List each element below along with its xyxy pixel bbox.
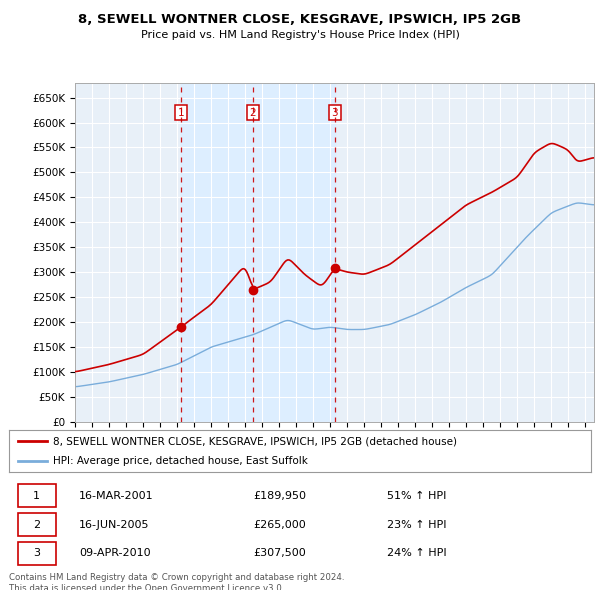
- Text: Contains HM Land Registry data © Crown copyright and database right 2024.
This d: Contains HM Land Registry data © Crown c…: [9, 573, 344, 590]
- FancyBboxPatch shape: [18, 484, 56, 507]
- Text: 16-MAR-2001: 16-MAR-2001: [79, 491, 154, 501]
- Text: 1: 1: [33, 491, 40, 501]
- Text: 3: 3: [33, 548, 40, 558]
- FancyBboxPatch shape: [18, 542, 56, 565]
- Bar: [181, 83, 335, 422]
- Text: £265,000: £265,000: [253, 520, 306, 529]
- Text: 2: 2: [33, 520, 40, 529]
- Text: 1: 1: [178, 107, 184, 117]
- Text: 24% ↑ HPI: 24% ↑ HPI: [388, 548, 447, 558]
- Text: 23% ↑ HPI: 23% ↑ HPI: [388, 520, 447, 529]
- Text: HPI: Average price, detached house, East Suffolk: HPI: Average price, detached house, East…: [53, 457, 308, 466]
- Text: 3: 3: [332, 107, 338, 117]
- Text: 09-APR-2010: 09-APR-2010: [79, 548, 151, 558]
- Text: 8, SEWELL WONTNER CLOSE, KESGRAVE, IPSWICH, IP5 2GB (detached house): 8, SEWELL WONTNER CLOSE, KESGRAVE, IPSWI…: [53, 437, 457, 447]
- Text: 8, SEWELL WONTNER CLOSE, KESGRAVE, IPSWICH, IP5 2GB: 8, SEWELL WONTNER CLOSE, KESGRAVE, IPSWI…: [79, 13, 521, 26]
- FancyBboxPatch shape: [18, 513, 56, 536]
- Text: 51% ↑ HPI: 51% ↑ HPI: [388, 491, 446, 501]
- Text: 16-JUN-2005: 16-JUN-2005: [79, 520, 149, 529]
- Text: £307,500: £307,500: [253, 548, 306, 558]
- Text: £189,950: £189,950: [253, 491, 307, 501]
- Text: Price paid vs. HM Land Registry's House Price Index (HPI): Price paid vs. HM Land Registry's House …: [140, 30, 460, 40]
- Text: 2: 2: [250, 107, 256, 117]
